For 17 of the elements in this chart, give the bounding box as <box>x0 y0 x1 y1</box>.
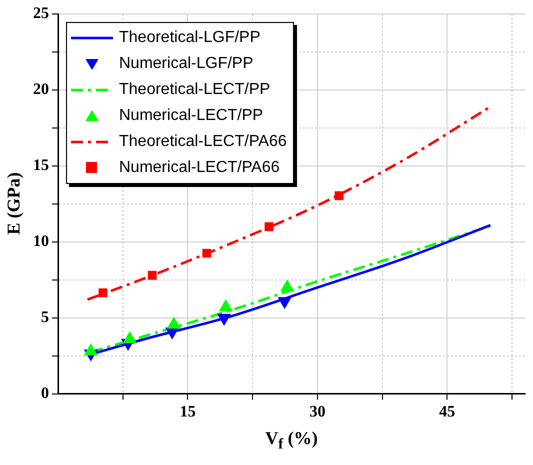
legend-label: Numerical-LECT/PP <box>119 107 264 125</box>
y-tick-label: 5 <box>41 308 49 326</box>
x-axis-title: V$_{f}$ (%) <box>264 428 319 454</box>
y-tick-label: 0 <box>41 384 49 402</box>
x-tick-label: 45 <box>439 404 456 421</box>
legend-label: Theoretical-LGF/PP <box>119 29 260 47</box>
y-axis-title: E (GPa) <box>4 171 24 237</box>
x-tick-label: 30 <box>309 404 326 421</box>
y-tick-label: 25 <box>33 5 49 22</box>
x-tick-label: 15 <box>180 404 196 421</box>
legend-label: Theoretical-LECT/PA66 <box>119 133 287 151</box>
y-tick-label: 20 <box>33 81 49 98</box>
y-tick-label: 15 <box>33 157 49 174</box>
legend-label: Theoretical-LECT/PP <box>119 81 270 99</box>
y-tick-label: 10 <box>33 233 49 250</box>
legend-label: Numerical-LECT/PA66 <box>119 159 280 177</box>
legend-label: Numerical-LGF/PP <box>119 55 254 73</box>
